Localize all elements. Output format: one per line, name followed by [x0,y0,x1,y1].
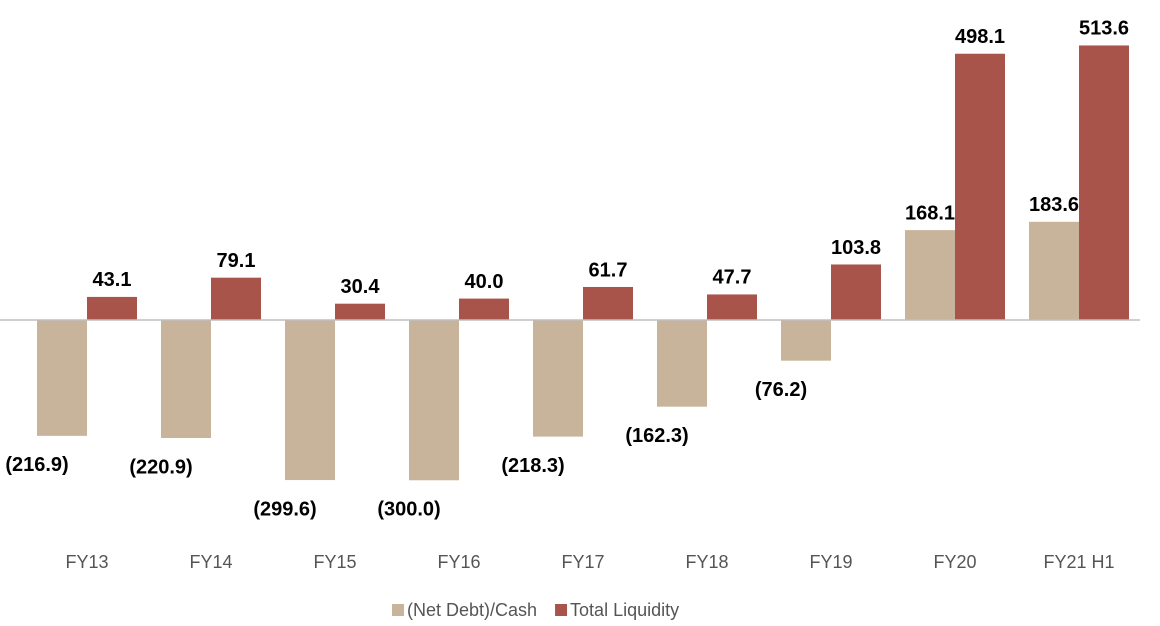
legend-swatch [392,604,404,616]
data-label: (218.3) [501,455,564,477]
bar [1029,221,1079,320]
data-label: 40.0 [465,271,504,293]
x-tick-label: FY20 [933,552,976,572]
bar [533,319,583,437]
data-label: 183.6 [1029,194,1079,216]
data-label: 498.1 [955,26,1005,48]
legend-label: Total Liquidity [570,600,679,620]
data-label: (216.9) [5,454,68,476]
x-tick-label: FY16 [437,552,480,572]
data-label: (220.9) [129,456,192,478]
data-label: 30.4 [341,276,381,298]
bar [955,53,1005,320]
bar [37,319,87,436]
bar [161,319,211,439]
legend-swatch [555,604,568,616]
bar [211,277,261,320]
data-label: 79.1 [217,250,256,272]
data-label: 43.1 [93,269,132,291]
x-tick-label: FY14 [189,552,232,572]
bar [1079,45,1129,320]
legend-label: (Net Debt)/Cash [407,600,537,620]
data-label: 103.8 [831,237,881,259]
data-label: 61.7 [589,259,628,281]
x-tick-label: FY17 [561,552,604,572]
bar [707,294,757,320]
data-label: (299.6) [253,498,316,520]
bar [831,264,881,320]
bar [335,303,385,320]
bar [459,298,509,320]
bar [905,230,955,320]
bar [87,296,137,320]
bar [409,319,459,481]
data-label: (300.0) [377,499,440,521]
x-tick-label: FY18 [685,552,728,572]
bar [583,286,633,320]
bar [657,319,707,407]
data-label: 168.1 [905,202,955,224]
bar [285,319,335,481]
x-tick-label: FY19 [809,552,852,572]
x-tick-label: FY15 [313,552,356,572]
data-label: (162.3) [625,425,688,447]
bar [781,319,831,361]
data-label: (76.2) [755,379,807,401]
data-label: 47.7 [713,267,752,289]
x-tick-label: FY13 [65,552,108,572]
data-label: 513.6 [1079,18,1129,40]
x-tick-label: FY21 H1 [1043,552,1114,572]
